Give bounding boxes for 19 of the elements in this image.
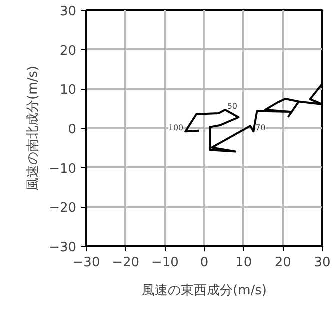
annotation: 50 <box>227 102 238 112</box>
y-tick-label: −10 <box>49 162 77 177</box>
y-tick-label: 20 <box>60 44 77 59</box>
x-tick-label: 10 <box>236 256 252 270</box>
y-tick-label: −20 <box>49 201 77 216</box>
y-tick-label: 0 <box>68 122 77 138</box>
x-axis-title: 風速の東西成分(m/s) <box>142 284 267 298</box>
x-tick-label: 30 <box>314 256 331 270</box>
y-tick-label: 10 <box>60 83 77 98</box>
x-tick-label: 20 <box>274 256 292 270</box>
x-tick-label: −20 <box>112 256 140 270</box>
y-tick-label: 30 <box>60 4 77 20</box>
x-tick-label: 0 <box>200 256 209 270</box>
annotation: 70 <box>256 124 266 133</box>
x-tick-label: −10 <box>151 256 179 270</box>
y-axis-title: 風速の南北成分(m/s) <box>26 66 42 191</box>
x-tick-label: −30 <box>72 256 100 270</box>
annotation: 100 <box>168 124 184 133</box>
y-tick-label: −30 <box>49 240 77 256</box>
